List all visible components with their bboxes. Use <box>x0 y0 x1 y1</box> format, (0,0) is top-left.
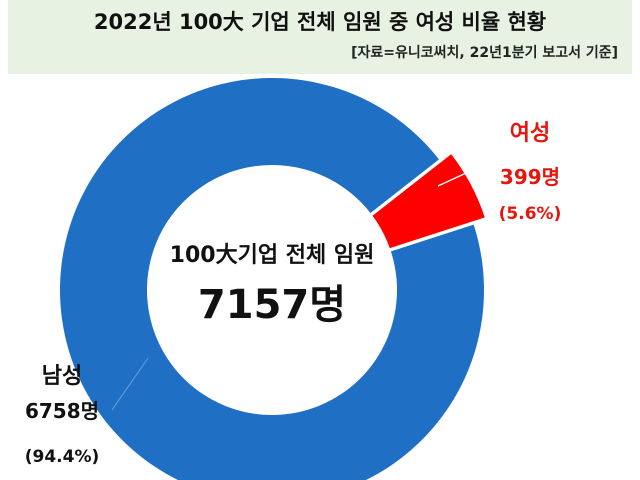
male-percent-label: (94.4%) <box>25 447 100 467</box>
female-percent-label: (5.6%) <box>499 204 562 224</box>
male-name-label: 남성 <box>42 364 82 389</box>
male-count-label: 6758명 <box>25 399 99 423</box>
female-count-label: 399명 <box>500 165 560 189</box>
male-leader-line <box>111 357 149 411</box>
center-label: 100大기업 전체 임원 <box>170 243 375 268</box>
title-banner: 2022년 100大 기업 전체 임원 중 여성 비율 현황 [자료=유니코써치… <box>8 0 632 74</box>
chart-title: 2022년 100大 기업 전체 임원 중 여성 비율 현황 <box>93 10 547 34</box>
donut-hole <box>147 165 397 415</box>
source-note: [자료=유니코써치, 22년1분기 보고서 기준] <box>351 45 618 61</box>
female-leader-line <box>437 161 491 187</box>
center-total: 7157명 <box>198 282 346 328</box>
female-name-label: 여성 <box>510 121 550 146</box>
